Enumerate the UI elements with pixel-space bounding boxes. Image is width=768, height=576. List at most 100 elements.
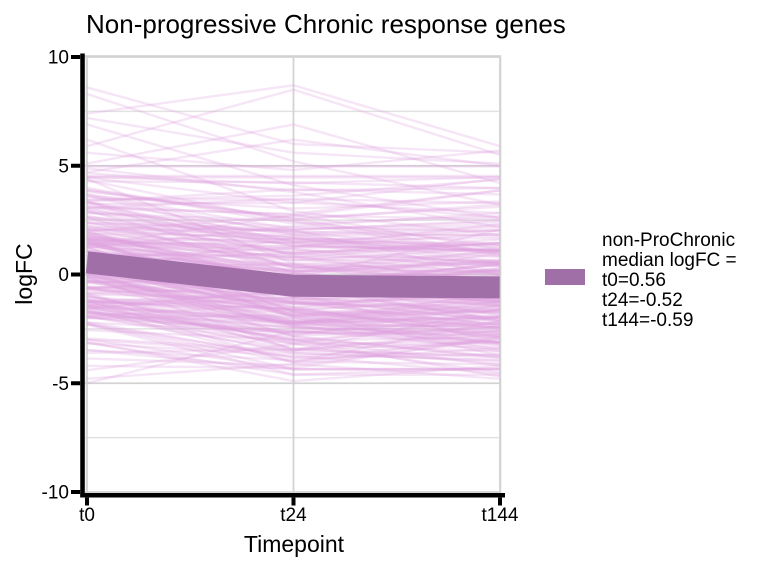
gene-trajectory-line	[86, 180, 501, 190]
gene-trajectory-line	[86, 198, 501, 219]
gene-trajectory-line	[86, 178, 501, 202]
gene-trajectory-line	[86, 299, 501, 365]
gene-trajectory-line	[86, 237, 501, 253]
gene-trajectory-line	[86, 299, 501, 311]
gene-trajectory-line	[86, 319, 501, 364]
gene-trajectory-line	[86, 362, 501, 380]
legend-label-line: t0=0.56	[602, 270, 666, 291]
gene-trajectory-line	[86, 309, 501, 345]
gene-trajectory-line	[86, 226, 501, 237]
gene-trajectory-line	[86, 204, 501, 245]
gene-trajectory-line	[86, 236, 501, 242]
gene-trajectory-line	[86, 195, 501, 210]
gene-trajectory-line	[86, 276, 501, 353]
gene-trajectory-line	[86, 300, 501, 338]
gene-trajectory-line	[86, 292, 501, 351]
gene-trajectory-line	[86, 302, 501, 318]
gene-trajectory-line	[86, 84, 501, 148]
gene-trajectory-line	[86, 310, 501, 362]
gene-trajectory-line	[86, 218, 501, 232]
grid-minor-lines	[84, 110, 501, 439]
gene-trajectory-line	[86, 316, 501, 333]
gene-trajectory-line	[86, 86, 501, 154]
gene-trajectory-line	[86, 149, 501, 172]
gene-trajectory-line	[86, 281, 501, 327]
gene-trajectory-line	[86, 216, 501, 256]
gene-trajectory-line	[86, 274, 501, 323]
gene-trajectory-line	[86, 232, 501, 268]
gene-trajectory-line	[86, 286, 501, 326]
x-tick-label: t24	[280, 505, 307, 526]
gene-trajectory-line	[86, 293, 501, 345]
gene-trajectory-line	[86, 307, 501, 320]
gene-trajectory-line	[86, 306, 501, 352]
gene-trajectory-line	[86, 341, 500, 376]
gene-trajectory-line	[86, 342, 501, 376]
axis-tick-labels: 10 5 0 -5 -10 t0 t24 t144	[42, 48, 519, 527]
gene-trajectory-line	[86, 208, 501, 236]
gene-trajectory-line	[86, 285, 501, 322]
gene-trajectory-line	[86, 116, 501, 165]
gene-trajectory-line	[86, 245, 501, 262]
gene-trajectory-line	[86, 275, 501, 352]
gene-trajectory-line	[86, 189, 501, 233]
gene-trajectory-line	[86, 314, 501, 357]
gene-trajectory-line	[86, 279, 501, 335]
gene-trajectory-line	[86, 265, 501, 338]
gene-trajectory-line	[86, 294, 501, 337]
gene-trajectory-line	[86, 199, 501, 286]
legend-label-line: median logFC =	[602, 250, 737, 271]
gene-trajectory-line	[86, 214, 501, 268]
gene-trajectory-line	[86, 275, 501, 327]
gene-trajectory-line	[86, 138, 501, 237]
gene-trajectory-line	[86, 315, 501, 353]
gene-trajectory-line	[86, 221, 501, 254]
gene-trajectory-line	[86, 217, 501, 255]
gene-trajectory-line	[86, 265, 501, 315]
gene-trajectory-line	[86, 304, 501, 326]
gene-trajectory-line	[86, 314, 501, 324]
gene-trajectory-line	[86, 222, 501, 249]
gene-trajectory-line	[86, 325, 501, 342]
gene-trajectory-line	[86, 123, 501, 185]
gene-trajectory-line	[86, 286, 501, 319]
gene-trajectory-line	[86, 336, 501, 370]
gene-trajectory-line	[86, 245, 501, 275]
gene-trajectory-line	[86, 301, 501, 324]
gene-trajectory-line	[86, 242, 501, 275]
gene-trajectory-line	[86, 301, 501, 315]
gene-trajectory-line	[86, 342, 501, 374]
gene-trajectory-line	[86, 300, 501, 327]
gene-trajectory-line	[86, 88, 501, 157]
gene-trajectory-line	[86, 321, 501, 337]
gene-trajectory-line	[86, 236, 501, 273]
gene-trajectory-line	[86, 298, 501, 325]
gene-trajectory-line	[86, 186, 501, 226]
gene-trajectory-line	[86, 211, 501, 249]
y-tick-label: 5	[58, 156, 69, 177]
gene-trajectory-line	[86, 273, 501, 318]
gene-trajectory-line	[86, 315, 501, 335]
gene-trajectory-line	[86, 189, 501, 220]
y-tick-label: 0	[58, 265, 69, 286]
background-gene-lines	[86, 84, 501, 385]
gene-trajectory-line	[86, 251, 501, 259]
axis-lines	[80, 53, 505, 498]
gene-trajectory-line	[86, 92, 501, 207]
gene-trajectory-line	[86, 308, 501, 366]
gene-trajectory-line	[86, 347, 501, 362]
legend-key-swatch	[545, 269, 585, 285]
gene-trajectory-line	[86, 305, 501, 367]
gene-trajectory-line	[86, 201, 501, 238]
gene-trajectory-line	[86, 225, 501, 277]
gene-trajectory-line	[86, 192, 501, 231]
gene-trajectory-line	[86, 305, 501, 344]
gene-trajectory-line	[86, 347, 501, 359]
gene-trajectory-line	[86, 239, 501, 283]
gene-trajectory-line	[86, 306, 501, 345]
gene-trajectory-line	[86, 305, 501, 378]
gene-trajectory-line	[86, 293, 501, 305]
gene-trajectory-line	[86, 348, 500, 371]
gene-trajectory-line	[86, 171, 501, 192]
gene-trajectory-line	[86, 291, 501, 313]
